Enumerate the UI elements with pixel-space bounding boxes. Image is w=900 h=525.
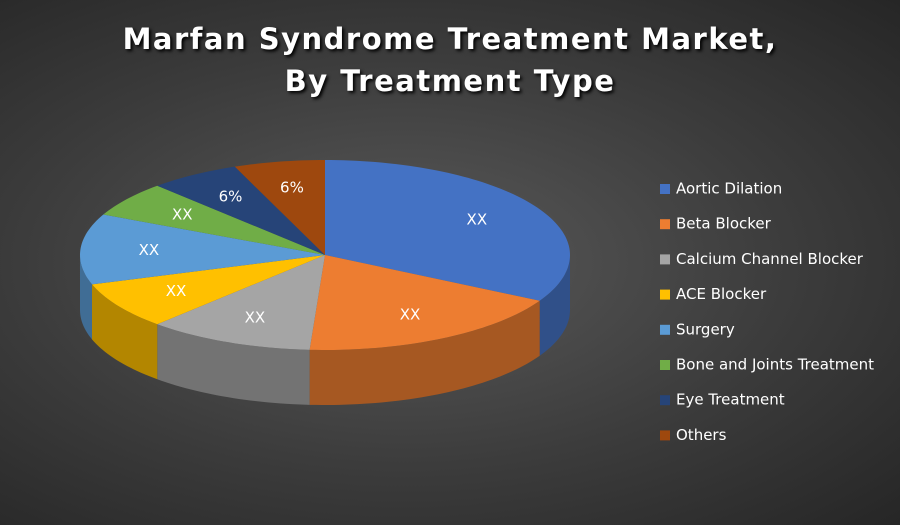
slice-side — [157, 324, 310, 405]
legend-label: Beta Blocker — [676, 215, 772, 233]
slice — [157, 166, 325, 255]
legend-swatch — [660, 254, 670, 265]
legend-label: Aortic Dilation — [676, 180, 782, 198]
legend-swatch — [660, 430, 670, 441]
data-label: XX — [166, 282, 187, 300]
data-label: XX — [467, 211, 488, 229]
data-label: XX — [172, 205, 193, 223]
legend-swatch — [660, 360, 670, 370]
slice — [91, 255, 325, 325]
legend-label: Bone and Joints Treatment — [676, 356, 874, 374]
slice-side — [539, 255, 570, 356]
slice — [157, 255, 325, 350]
slice — [103, 185, 325, 255]
legend-label: Others — [676, 426, 727, 444]
legend-swatch — [660, 184, 670, 194]
legend-swatch — [660, 395, 670, 406]
slice-side — [91, 284, 158, 380]
data-label: XX — [400, 305, 421, 323]
data-label: XX — [139, 241, 160, 259]
chart-title: Marfan Syndrome Treatment Market, By Tre… — [122, 22, 778, 98]
data-label: 6% — [219, 188, 243, 206]
slice — [309, 255, 540, 350]
legend-swatch — [660, 289, 670, 300]
slice-side — [80, 255, 92, 340]
data-label: 6% — [280, 178, 304, 196]
slice-side — [309, 300, 540, 405]
legend-label: ACE Blocker — [676, 285, 767, 303]
legend-label: Calcium Channel Blocker — [676, 250, 864, 268]
data-label: XX — [245, 308, 266, 326]
slice — [234, 160, 325, 255]
legend-swatch — [660, 324, 670, 335]
legend-label: Surgery — [676, 320, 735, 338]
legend-label: Eye Treatment — [676, 391, 785, 409]
slice — [80, 214, 325, 285]
slice — [325, 160, 570, 301]
legend-swatch — [660, 219, 670, 230]
